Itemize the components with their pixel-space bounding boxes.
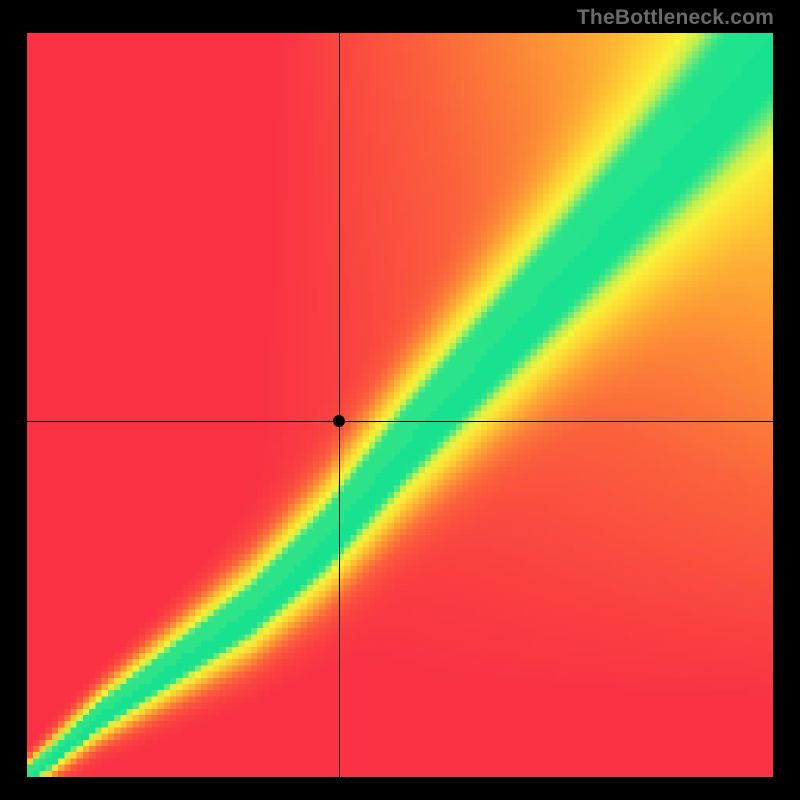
heatmap-canvas xyxy=(27,33,773,777)
crosshair-vertical xyxy=(339,33,340,777)
heatmap-plot xyxy=(27,33,773,777)
crosshair-horizontal xyxy=(27,421,773,422)
watermark-text: TheBottleneck.com xyxy=(577,6,774,30)
crosshair-marker xyxy=(333,415,345,427)
